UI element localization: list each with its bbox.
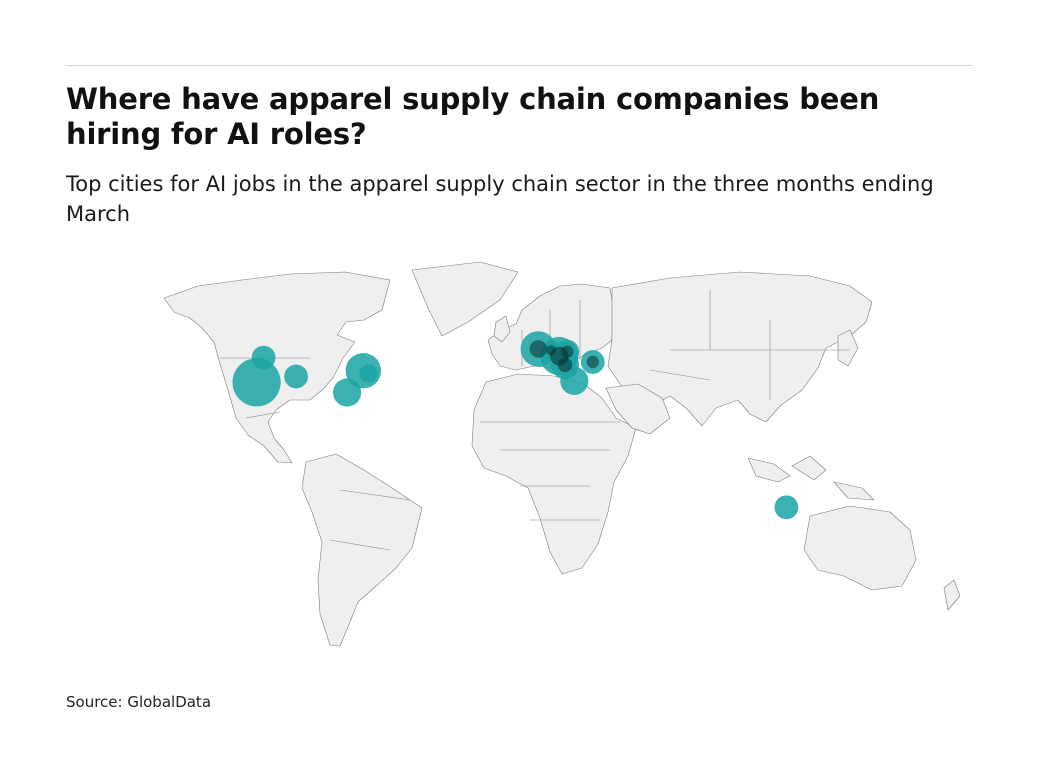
arabia: [605, 383, 671, 435]
top-divider: [66, 65, 973, 66]
southeast-asia-islands: [747, 455, 875, 501]
world-map: [163, 261, 961, 647]
city-bubble[interactable]: [359, 364, 378, 383]
africa: [471, 373, 637, 575]
uk-ireland: [493, 315, 511, 343]
land-layer: [163, 261, 961, 647]
bubble-layer: [232, 331, 799, 520]
bubble-overlap-core: [529, 340, 547, 358]
bubble-overlap-core: [557, 357, 573, 373]
city-bubble[interactable]: [284, 364, 308, 389]
japan: [837, 329, 859, 367]
australia: [803, 505, 917, 591]
north-america: [163, 271, 391, 464]
new-zealand: [943, 579, 961, 611]
bubble-overlap-core: [586, 355, 599, 369]
city-bubble[interactable]: [560, 366, 589, 395]
city-bubble[interactable]: [251, 345, 276, 370]
bubble-overlap-core: [561, 345, 574, 358]
greenland: [411, 261, 519, 337]
source-note: Source: GlobalData: [66, 693, 212, 711]
city-bubble[interactable]: [333, 378, 362, 407]
city-bubble[interactable]: [232, 358, 281, 407]
bubble-overlap-core: [546, 345, 557, 356]
chart-subtitle: Top cities for AI jobs in the apparel su…: [66, 172, 934, 226]
chart-title: Where have apparel supply chain companie…: [66, 82, 880, 151]
south-america: [301, 453, 423, 647]
city-bubble[interactable]: [774, 495, 799, 520]
